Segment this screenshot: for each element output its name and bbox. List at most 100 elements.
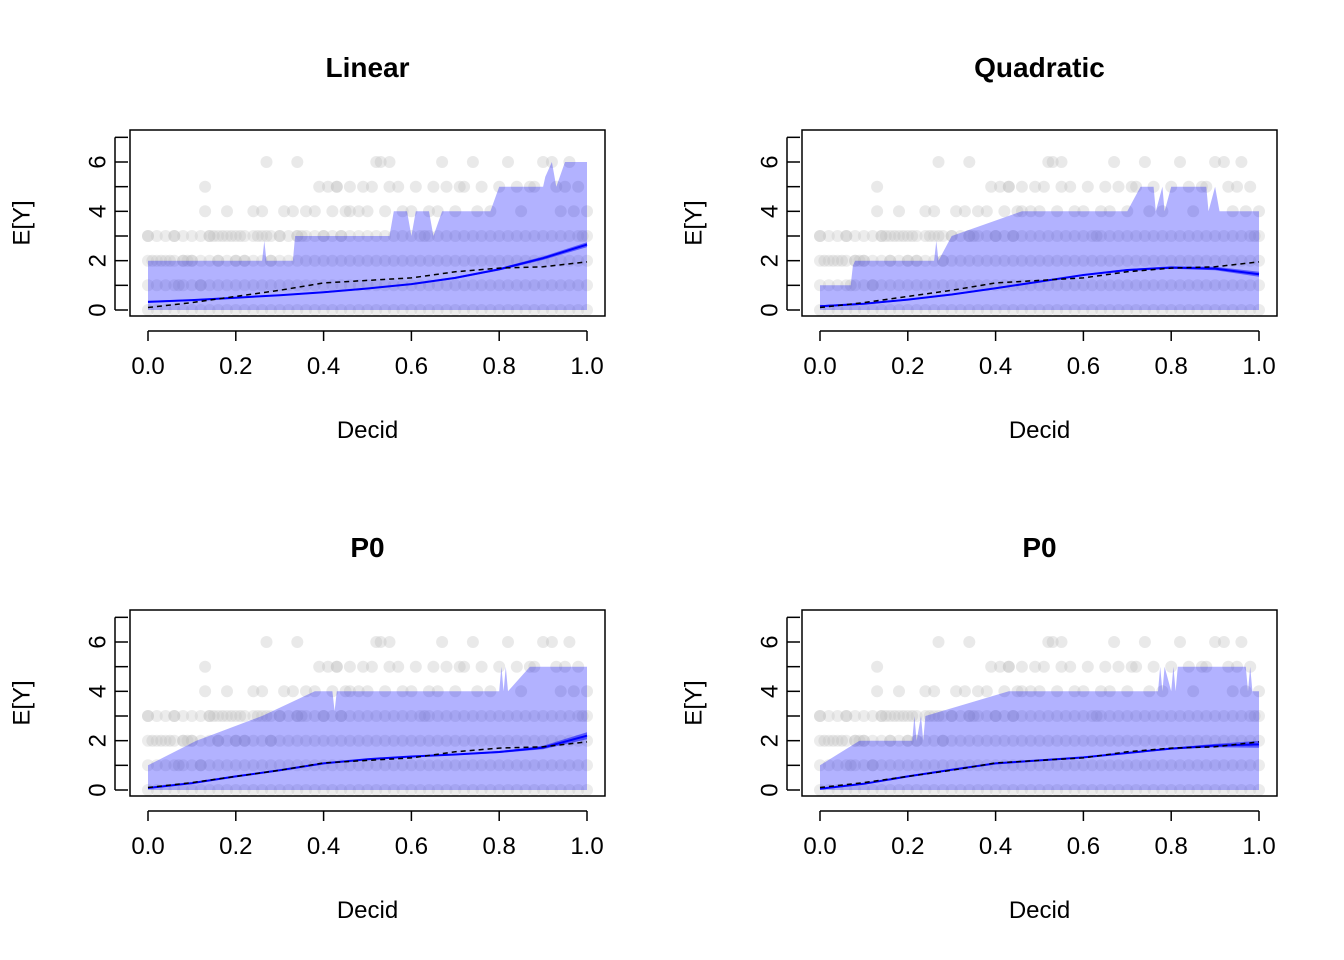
chart-title: Linear [325,52,409,83]
plot-area [814,156,1265,316]
observed-point [1042,636,1055,648]
observed-point-row-2 [954,734,967,747]
observed-point-row-0 [405,304,418,316]
observed-point-row-0 [291,304,304,316]
observed-point [537,156,550,168]
observed-point [928,685,941,698]
observed-point-row-1 [493,759,506,772]
observed-point-row-3 [945,230,958,242]
observed-point-row-3 [1138,710,1151,722]
observed-point [1187,205,1200,218]
observed-point-row-2 [1068,254,1081,267]
observed-point-row-2 [343,734,356,747]
observed-point-row-1 [229,279,242,292]
observed-point-row-2 [291,254,304,267]
prediction-band [820,666,1259,790]
observed-point-row-1 [300,279,312,292]
observed-point-row-0 [963,784,976,796]
observed-point-row-3 [1103,710,1116,722]
observed-point-row-2 [1209,254,1222,267]
observed-point-row-3 [893,710,905,722]
observed-point-row-3 [831,230,844,242]
observed-point-row-2 [1182,254,1195,267]
plot-frame [801,129,1278,317]
observed-point [980,685,993,698]
observed-point [295,710,308,722]
observed-point [1112,660,1125,673]
observed-point [567,205,580,218]
observed-point-row-3 [1121,230,1134,242]
x-tick-label: 1.0 [570,833,603,860]
observed-point-row-3 [910,230,923,242]
observed-point [576,710,589,722]
observed-point [436,636,449,648]
observed-point-row-1 [475,759,488,772]
observed-point-row-1 [1226,759,1239,772]
observed-point [906,710,919,722]
observed-point-row-3 [150,230,163,242]
observed-point [1156,685,1169,698]
observed-point-row-3 [466,710,479,722]
observed-point [972,685,984,698]
observed-point-row-0 [1121,304,1134,316]
observed-point-row-1 [449,759,462,772]
x-tick-label: 0.2 [219,353,252,380]
observed-point [251,230,264,242]
observed-point [545,636,558,648]
observed-point-row-0 [291,784,304,796]
observed-point [1143,685,1156,698]
observed-point-row-1 [440,759,453,772]
observed-point-row-2 [247,734,260,747]
observed-point [523,660,536,673]
observed-point [374,156,387,168]
observed-point [936,254,949,267]
observed-point-row-2 [1077,254,1090,267]
observed-point-row-0 [203,784,216,796]
observed-point [1068,685,1081,698]
observed-point [396,685,409,698]
observed-point-row-1 [945,279,958,292]
observed-point-row-1 [458,759,471,772]
observed-point [458,660,471,673]
observed-point [871,180,884,193]
observed-point-row-2 [1165,734,1178,747]
observed-point-row-0 [1042,304,1055,316]
observed-point-row-0 [572,304,585,316]
observed-point-row-0 [1024,784,1037,796]
observed-point-row-0 [1007,784,1020,796]
observed-point [1029,660,1042,673]
observed-point-row-1 [1226,279,1239,292]
observed-point-row-2 [247,254,260,267]
observed-point [545,156,558,168]
observed-point-row-3 [493,230,506,242]
x-axis-label: Decid [1009,417,1070,444]
observed-point-row-0 [282,304,295,316]
y-tick-label: 6 [757,635,784,648]
observed-point-row-0 [229,784,242,796]
observed-point-row-2 [273,254,286,267]
observed-point-row-0 [893,304,905,316]
observed-point-row-2 [519,734,532,747]
observed-point [322,660,334,673]
observed-point-row-3 [1007,710,1020,722]
observed-point [897,230,910,242]
observed-point [871,685,884,698]
observed-point-row-3 [572,230,585,242]
chart-title: Quadratic [974,52,1105,83]
observed-point-row-3 [1244,230,1257,242]
observed-point-row-2 [857,254,870,267]
observed-point [431,685,444,698]
observed-point-row-2 [370,254,383,267]
observed-point-row-0 [528,784,541,796]
observed-point-row-2 [875,734,888,747]
observed-point [844,279,857,292]
observed-point-row-3 [256,230,269,242]
observed-point-row-2 [423,734,435,747]
observed-point-row-2 [282,734,295,747]
observed-point [1002,180,1015,193]
observed-point [313,660,326,673]
observed-point-row-2 [379,734,392,747]
y-axis-label: E[Y] [9,680,36,725]
observed-point-row-0 [1103,304,1116,316]
observed-point-row-0 [238,304,251,316]
